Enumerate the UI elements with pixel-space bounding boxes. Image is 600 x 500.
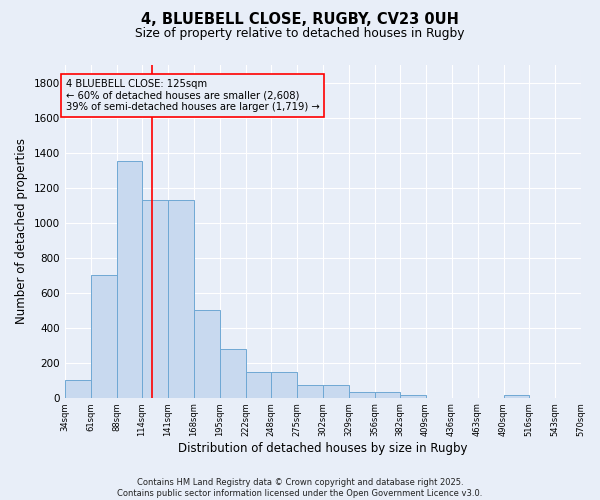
X-axis label: Distribution of detached houses by size in Rugby: Distribution of detached houses by size … [178,442,467,455]
Bar [296,386,323,398]
Bar [167,200,194,398]
Text: 4, BLUEBELL CLOSE, RUGBY, CV23 0UH: 4, BLUEBELL CLOSE, RUGBY, CV23 0UH [141,12,459,28]
Y-axis label: Number of detached properties: Number of detached properties [15,138,28,324]
Bar [349,392,374,398]
Bar [220,348,245,398]
Bar [245,372,271,398]
Bar [271,372,296,398]
Bar [374,392,400,398]
Bar [194,310,220,398]
Text: 4 BLUEBELL CLOSE: 125sqm
← 60% of detached houses are smaller (2,608)
39% of sem: 4 BLUEBELL CLOSE: 125sqm ← 60% of detach… [65,79,319,112]
Text: Contains HM Land Registry data © Crown copyright and database right 2025.
Contai: Contains HM Land Registry data © Crown c… [118,478,482,498]
Bar [142,200,167,398]
Bar [400,395,425,398]
Bar [116,162,142,398]
Bar [323,386,349,398]
Bar [91,275,116,398]
Bar [65,380,91,398]
Bar [503,395,529,398]
Text: Size of property relative to detached houses in Rugby: Size of property relative to detached ho… [135,28,465,40]
